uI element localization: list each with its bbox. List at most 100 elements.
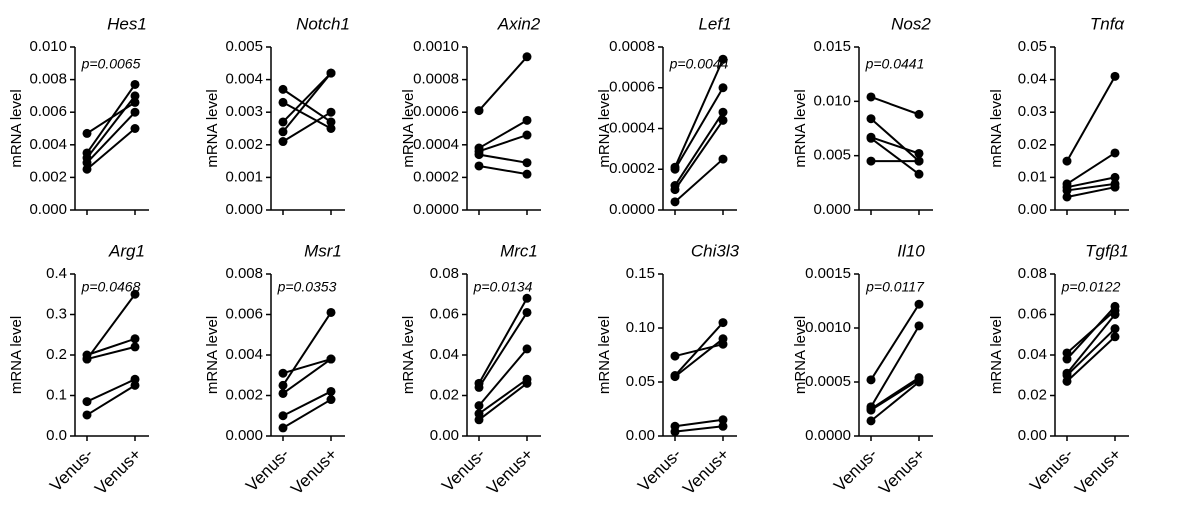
- y-axis-label: mRNA level: [792, 89, 809, 167]
- point: [866, 133, 876, 143]
- pair-line: [1066, 327, 1116, 376]
- pair-line: [870, 137, 920, 175]
- point: [130, 91, 140, 101]
- y-tick-label: 0.00: [626, 427, 655, 444]
- p-value: p=0.0468: [81, 279, 141, 295]
- pair-line: [478, 119, 528, 149]
- pair-line: [1066, 186, 1116, 198]
- y-tick-label: 0.004: [225, 346, 263, 363]
- point: [82, 410, 92, 420]
- point: [866, 114, 876, 124]
- x-tick-label: Venus+: [483, 445, 537, 499]
- pair-line: [674, 111, 724, 187]
- y-tick-label: 0.0010: [413, 38, 459, 55]
- pair-line: [478, 153, 528, 164]
- panel-title: Lef1: [698, 14, 731, 33]
- x-tick-label: Venus+: [91, 445, 145, 499]
- y-tick-label: 0.0002: [609, 160, 655, 177]
- y-axis-label: mRNA level: [596, 316, 613, 394]
- y-tick-label: 0.0000: [413, 201, 459, 218]
- point: [82, 158, 92, 168]
- pair-line: [478, 382, 528, 421]
- point: [914, 109, 924, 119]
- point: [1062, 185, 1072, 195]
- pair-line: [478, 297, 528, 384]
- y-tick-label: 0.04: [1018, 346, 1047, 363]
- point: [670, 197, 680, 207]
- point: [130, 289, 140, 299]
- pair-line: [282, 111, 332, 143]
- pair-line: [282, 358, 332, 395]
- point: [326, 124, 336, 133]
- panel-title: Nos2: [891, 14, 931, 33]
- point: [914, 148, 924, 158]
- point: [278, 137, 288, 147]
- y-tick-label: 0.002: [225, 136, 263, 153]
- point: [326, 307, 336, 317]
- y-tick-label: 0.02: [430, 386, 459, 403]
- y-tick-label: 0.01: [1018, 168, 1047, 185]
- x-tick-label: Venus-: [242, 445, 293, 496]
- y-tick-label: 0.0005: [805, 373, 851, 390]
- point: [130, 79, 140, 89]
- point: [474, 401, 484, 411]
- y-tick-label: 0.004: [29, 136, 67, 153]
- point: [130, 334, 140, 344]
- y-tick-label: 0.4: [46, 265, 67, 282]
- point: [522, 169, 532, 179]
- point: [866, 416, 876, 426]
- point: [1110, 148, 1120, 158]
- pair-line: [674, 158, 724, 203]
- point: [522, 293, 532, 303]
- point: [670, 351, 680, 361]
- pair-line: [282, 72, 332, 133]
- panel-title: Hes1: [107, 14, 147, 33]
- x-tick-label: Venus-: [438, 445, 489, 496]
- panel-title: Tgfβ1: [1085, 241, 1129, 260]
- point: [82, 164, 92, 174]
- point: [82, 397, 92, 407]
- point: [522, 52, 532, 62]
- y-tick-label: 0.005: [813, 147, 851, 164]
- pair-line: [870, 378, 920, 411]
- panel-title: Tnfα: [1090, 14, 1126, 33]
- y-tick-label: 0.0006: [413, 103, 459, 120]
- point: [914, 299, 924, 309]
- y-tick-label: 0.000: [225, 427, 263, 444]
- y-axis-label: mRNA level: [988, 89, 1005, 167]
- y-tick-label: 0.04: [1018, 71, 1047, 88]
- point: [522, 158, 532, 168]
- y-axis-label: mRNA level: [204, 316, 221, 394]
- panel-title: Arg1: [108, 241, 145, 260]
- y-tick-label: 0.008: [29, 71, 67, 88]
- y-tick-label: 0.010: [29, 38, 67, 55]
- point: [718, 318, 728, 328]
- pair-line: [86, 83, 136, 154]
- x-tick-label: Venus-: [634, 445, 685, 496]
- point: [278, 380, 288, 390]
- y-tick-label: 0.0002: [413, 168, 459, 185]
- point: [130, 342, 140, 352]
- point: [1110, 301, 1120, 311]
- point: [670, 372, 680, 382]
- y-tick-label: 0.0010: [805, 319, 851, 336]
- point: [326, 386, 336, 396]
- y-tick-label: 0.05: [1018, 38, 1047, 55]
- point: [1110, 172, 1120, 182]
- pair-line: [870, 136, 920, 155]
- p-value: p=0.0134: [473, 279, 533, 295]
- point: [1062, 192, 1072, 202]
- point: [474, 106, 484, 116]
- y-tick-label: 0.000: [29, 201, 67, 218]
- pair-line: [282, 101, 332, 130]
- y-tick-label: 0.10: [626, 319, 655, 336]
- point: [522, 307, 532, 317]
- point: [278, 423, 288, 433]
- pair-line: [478, 56, 528, 112]
- point: [130, 107, 140, 117]
- panel-title: Chi3l3: [691, 241, 740, 260]
- point: [718, 334, 728, 344]
- x-tick-label: Venus+: [875, 445, 929, 499]
- y-tick-label: 0.001: [225, 168, 263, 185]
